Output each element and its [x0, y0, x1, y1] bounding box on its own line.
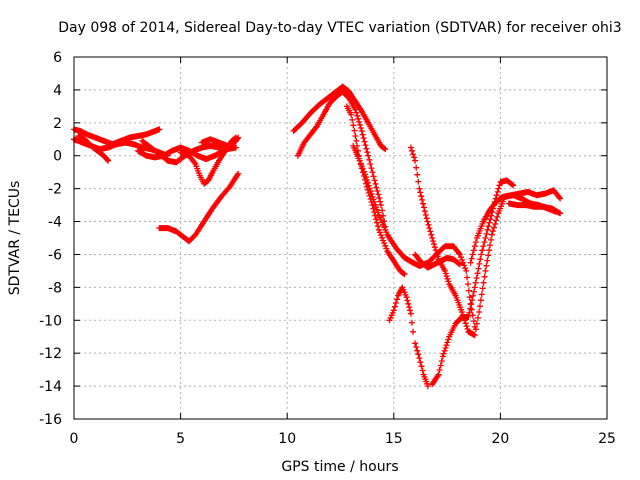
axis-ticks: [73, 56, 608, 420]
grid: [74, 57, 607, 419]
y-tick-label: -6: [48, 247, 62, 263]
x-tick-label: 15: [385, 431, 403, 447]
plot-frame: [73, 56, 608, 420]
y-tick-label: -10: [39, 313, 62, 329]
x-axis-label: GPS time / hours: [281, 459, 398, 475]
y-tick-label: 6: [53, 50, 62, 66]
y-tick-label: 4: [53, 83, 62, 99]
y-tick-label: -16: [39, 412, 62, 428]
x-tick-label: 10: [278, 431, 296, 447]
y-tick-label: -4: [48, 215, 62, 231]
chart-title: Day 098 of 2014, Sidereal Day-to-day VTE…: [58, 20, 621, 36]
y-tick-labels: 6 4 2 0 -2 -4 -6 -8 -10 -12 -14 -16: [39, 50, 62, 428]
x-tick-label: 0: [70, 431, 79, 447]
x-tick-labels: 0 5 10 15 20 25: [70, 431, 616, 447]
data-series: [71, 83, 564, 390]
y-tick-label: -14: [39, 379, 62, 395]
y-tick-label: -12: [39, 346, 62, 362]
x-tick-label: 20: [491, 431, 509, 447]
y-tick-label: 2: [53, 116, 62, 132]
y-tick-label: -8: [48, 280, 62, 296]
y-axis-label: SDTVAR / TECUs: [7, 181, 23, 296]
y-tick-label: -2: [48, 182, 62, 198]
x-tick-label: 5: [176, 431, 185, 447]
data-point-markers: [71, 83, 564, 390]
x-tick-label: 25: [598, 431, 616, 447]
y-tick-label: 0: [53, 149, 62, 165]
